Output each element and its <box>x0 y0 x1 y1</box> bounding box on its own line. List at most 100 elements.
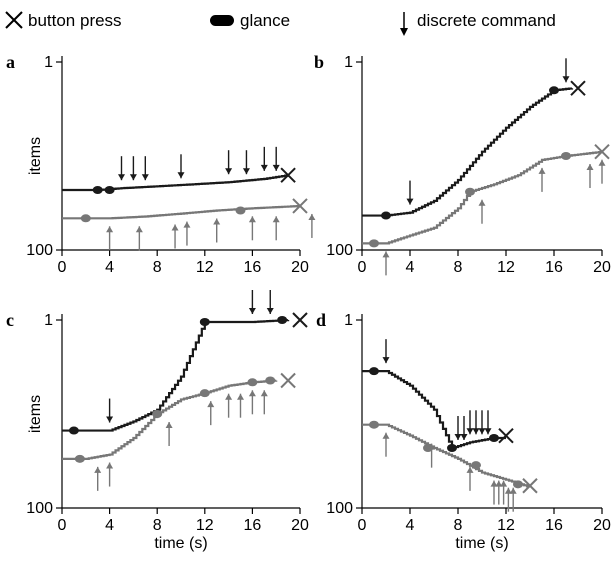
panel-c: c 0 4 8 12 16 20 1 100 items time (s) <box>6 289 309 552</box>
discrete-command-arrow <box>106 462 114 487</box>
glance-marker <box>381 211 391 220</box>
discrete-command-arrow <box>94 466 102 491</box>
series-dark-line <box>362 87 574 217</box>
series-dark <box>62 146 296 195</box>
arrow-head <box>382 432 390 439</box>
button-press-marker <box>292 312 308 328</box>
arrow-head <box>171 224 179 231</box>
arrow-head <box>237 393 244 400</box>
discrete-command-arrow <box>466 410 474 435</box>
button-press-marker <box>498 427 514 444</box>
glance-marker <box>235 206 246 215</box>
y-tick-label: 1 <box>44 312 53 329</box>
arrow-head <box>129 174 137 181</box>
series-dark-line <box>62 174 290 192</box>
discrete-command-arrow <box>129 156 137 181</box>
discrete-command-arrow <box>308 213 316 238</box>
discrete-command-arrow <box>598 159 606 184</box>
glance-marker <box>199 317 210 326</box>
discrete-command-arrow <box>141 156 149 181</box>
arrow-head <box>562 76 570 83</box>
arrow-head <box>260 164 268 171</box>
legend-discrete-command-icon <box>400 12 408 36</box>
discrete-command-arrow <box>237 393 244 418</box>
discrete-command-arrow <box>495 480 503 505</box>
discrete-command-arrow <box>248 289 256 314</box>
series-gray-line <box>362 423 532 488</box>
arrow-head <box>106 226 114 233</box>
glance-marker <box>277 316 288 324</box>
x-tick-label: 16 <box>244 517 262 534</box>
arrow-head <box>466 466 474 473</box>
x-tick-label: 4 <box>105 517 114 534</box>
panel-letter: d <box>316 310 326 330</box>
x-axis-title: time (s) <box>455 535 508 552</box>
button-press-stroke <box>522 478 538 494</box>
button-press-stroke <box>292 198 308 214</box>
arrow-head <box>538 167 546 174</box>
series-dark <box>362 58 586 220</box>
discrete-command-arrow <box>248 390 256 415</box>
discrete-command-arrow <box>460 416 468 441</box>
y-axis-title: items <box>27 395 44 433</box>
button-press-stroke <box>498 427 514 444</box>
discrete-command-arrow <box>504 487 512 512</box>
arrow-head <box>490 480 498 487</box>
arrow-head <box>165 422 173 428</box>
x-tick-label: 0 <box>58 517 67 534</box>
discrete-command-arrow <box>382 251 390 276</box>
x-tick-label: 12 <box>196 259 214 276</box>
arrow-head <box>478 199 486 206</box>
discrete-command-arrow <box>225 150 233 175</box>
x-tick-label: 20 <box>291 517 309 534</box>
y-tick-label: 1 <box>344 312 353 329</box>
arrow-head <box>472 428 480 435</box>
glance-marker <box>369 420 379 429</box>
legend-discrete-command-label: discrete command <box>417 11 556 30</box>
discrete-command-arrow <box>272 216 280 241</box>
x-tick-label: 12 <box>196 517 214 534</box>
discrete-command-arrow <box>171 224 179 249</box>
arrow-head <box>177 172 185 179</box>
arrow-head <box>225 393 233 400</box>
discrete-command-arrow <box>177 154 185 179</box>
y-tick-label: 100 <box>326 242 353 259</box>
glance-marker <box>447 444 457 453</box>
glance-marker <box>247 378 258 387</box>
arrow-head <box>382 357 390 364</box>
glance-marker <box>369 239 379 248</box>
panel-letter: b <box>314 52 324 72</box>
discrete-command-arrow <box>562 58 570 83</box>
discrete-command-arrow <box>509 487 517 512</box>
x-tick-label: 16 <box>545 517 563 534</box>
panel-letter: c <box>6 310 14 330</box>
button-press-marker <box>280 372 296 389</box>
glance-marker <box>80 214 91 223</box>
discrete-command-arrow <box>106 226 114 251</box>
series-gray <box>62 372 296 491</box>
x-tick-label: 12 <box>497 259 515 276</box>
legend-glance-icon <box>210 15 234 26</box>
glance-marker <box>465 187 475 196</box>
arrow-head <box>118 174 125 181</box>
discrete-command-arrow <box>500 480 508 505</box>
glance-marker <box>92 186 103 195</box>
series-dark-line <box>62 319 290 432</box>
series-dark <box>362 339 514 453</box>
arrow-head <box>248 390 256 397</box>
button-press-stroke <box>292 312 308 328</box>
series-gray <box>62 198 316 251</box>
discrete-command-arrow <box>183 221 191 246</box>
arrow-head <box>242 168 250 175</box>
arrow-head <box>454 434 462 441</box>
button-press-marker <box>594 143 610 160</box>
arrow-head <box>598 159 606 166</box>
discrete-command-arrow <box>454 416 462 441</box>
discrete-command-arrow <box>225 393 233 418</box>
panel-b: b 0 4 8 12 16 20 1 100 <box>314 52 611 276</box>
x-tick-label: 4 <box>105 259 114 276</box>
arrow-head <box>466 428 474 435</box>
glance-marker <box>68 426 79 435</box>
x-tick-label: 8 <box>153 517 162 534</box>
